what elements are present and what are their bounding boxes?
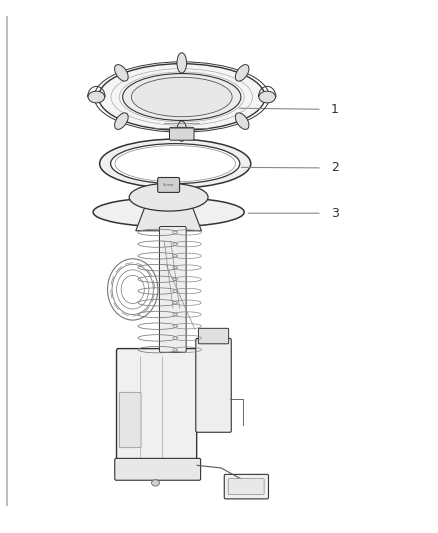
Ellipse shape [131,77,232,117]
Ellipse shape [177,121,187,141]
Text: Sumar: Sumar [163,183,174,187]
FancyBboxPatch shape [117,349,197,470]
Text: 2: 2 [331,161,339,174]
Ellipse shape [111,144,240,183]
Ellipse shape [123,74,241,120]
Text: 1: 1 [331,103,339,116]
Text: 3: 3 [331,207,339,220]
Ellipse shape [259,91,276,103]
Ellipse shape [99,64,265,131]
FancyBboxPatch shape [159,227,186,352]
Ellipse shape [177,53,187,73]
FancyBboxPatch shape [198,328,229,344]
Polygon shape [136,208,201,231]
FancyBboxPatch shape [228,479,264,495]
FancyBboxPatch shape [158,177,180,192]
Ellipse shape [235,113,249,130]
FancyBboxPatch shape [120,392,141,448]
FancyBboxPatch shape [196,338,231,432]
Ellipse shape [152,480,159,486]
Ellipse shape [129,183,208,211]
Ellipse shape [115,64,128,81]
FancyBboxPatch shape [170,127,194,140]
FancyBboxPatch shape [224,474,268,499]
Ellipse shape [115,113,128,130]
FancyBboxPatch shape [115,458,201,480]
Ellipse shape [235,64,249,81]
Ellipse shape [88,91,105,103]
Ellipse shape [93,197,244,227]
Ellipse shape [100,139,251,188]
